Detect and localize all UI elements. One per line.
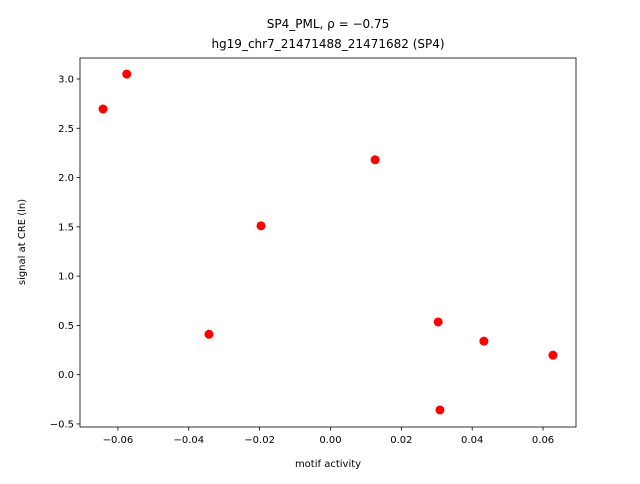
scatter-point (122, 69, 132, 79)
y-tick-label: 2.0 (58, 173, 74, 184)
y-tick-label: −0.5 (50, 419, 74, 430)
scatter-point (204, 329, 214, 339)
chart-title: SP4_PML, ρ = −0.75 (267, 17, 389, 31)
y-tick-label: 0.5 (58, 321, 74, 332)
plot-frame (79, 57, 577, 428)
x-tick-label: −0.02 (244, 435, 275, 446)
x-axis-label: motif activity (295, 459, 361, 470)
y-tick-label: 2.5 (58, 124, 74, 135)
x-tick-label: 0.00 (319, 435, 341, 446)
scatter-point (370, 155, 380, 165)
x-tick-label: −0.06 (103, 435, 134, 446)
scatter-point (98, 104, 108, 114)
y-tick-label: 1.5 (58, 222, 74, 233)
y-tick-label: 0.0 (58, 370, 74, 381)
scatter-point (479, 336, 489, 346)
x-tick-label: 0.02 (390, 435, 412, 446)
scatter-point (433, 317, 443, 327)
x-tick-label: −0.04 (173, 435, 204, 446)
y-tick-label: 3.0 (58, 74, 74, 85)
x-tick-label: 0.04 (461, 435, 483, 446)
y-tick-label: 1.0 (58, 272, 74, 283)
x-tick-label: 0.06 (532, 435, 554, 446)
scatter-point (256, 221, 266, 231)
scatter-point (548, 350, 558, 360)
chart-subtitle: hg19_chr7_21471488_21471682 (SP4) (211, 37, 444, 51)
scatter-point (435, 405, 445, 415)
y-axis-label: signal at CRE (ln) (17, 199, 28, 285)
